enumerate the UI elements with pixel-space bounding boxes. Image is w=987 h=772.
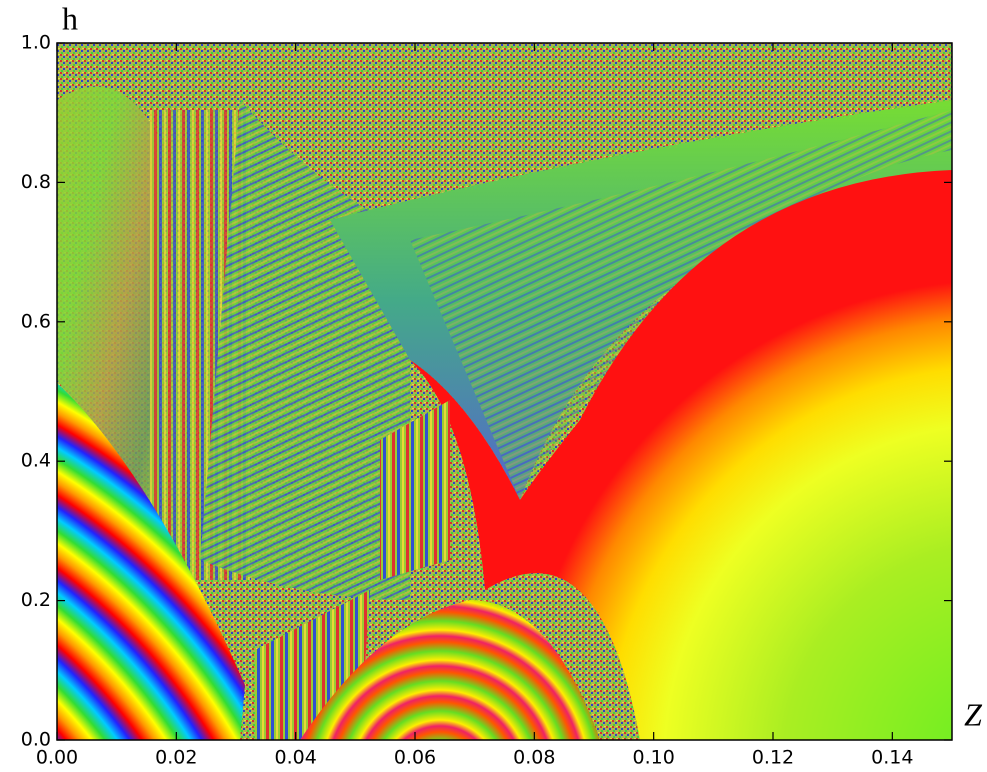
y-tick-label: 0.4: [21, 450, 51, 472]
y-tick-label: 0.0: [21, 729, 51, 751]
y-tick-label: 0.2: [21, 589, 51, 611]
chart: h Z 0.000.020.040.060.080.100.120.140.00…: [0, 0, 987, 772]
x-axis-label: Z: [964, 696, 983, 732]
x-tick-label: 0.12: [752, 747, 794, 769]
x-tick-label: 0.04: [275, 747, 317, 769]
y-tick-label: 1.0: [21, 32, 51, 54]
y-tick-label: 0.8: [21, 171, 51, 193]
x-tick-label: 0.08: [513, 747, 555, 769]
x-tick-label: 0.10: [633, 747, 675, 769]
y-tick-label: 0.6: [21, 310, 51, 332]
y-axis-label: h: [62, 0, 78, 36]
image-field: [57, 43, 952, 740]
x-tick-label: 0.06: [394, 747, 436, 769]
x-tick-label: 0.14: [871, 747, 913, 769]
x-tick-label: 0.02: [155, 747, 197, 769]
page: {"chart_data": {"type": "image", "x_labe…: [0, 0, 987, 772]
